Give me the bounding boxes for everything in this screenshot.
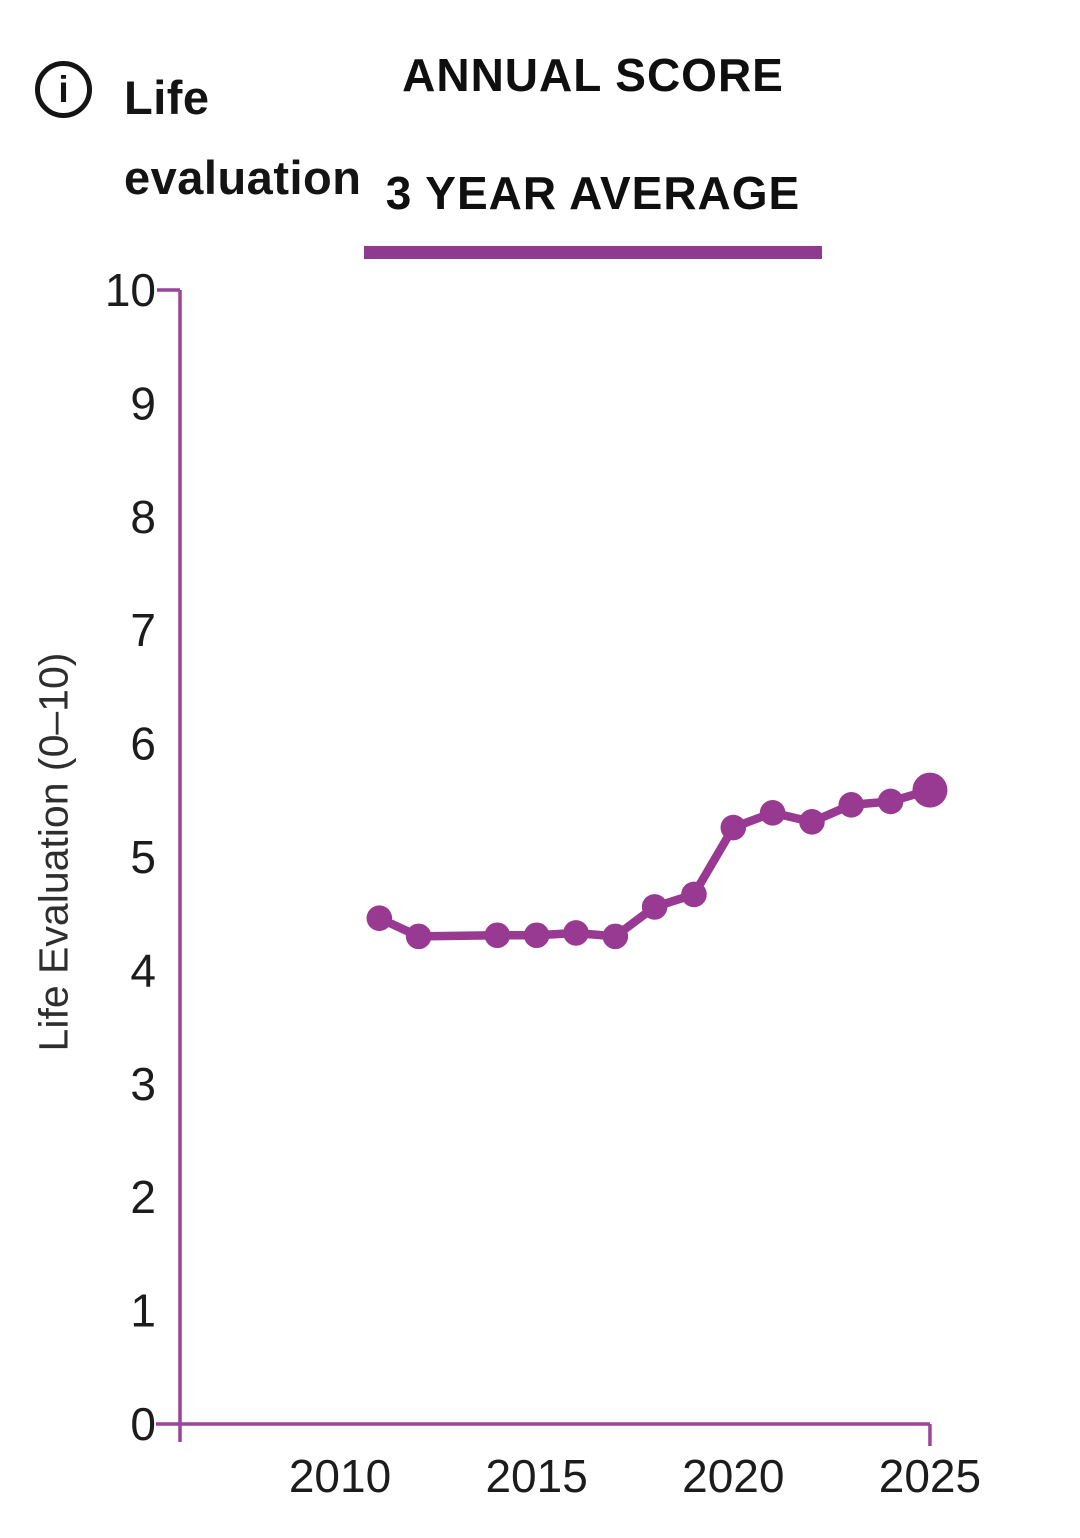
selected-tab-underline: [364, 246, 822, 259]
score-type-tabs: ANNUAL SCORE 3 YEAR AVERAGE: [348, 0, 838, 280]
y-tick-label-6: 6: [130, 718, 156, 770]
y-tick-label-8: 8: [130, 491, 156, 543]
y-tick-label-7: 7: [130, 604, 156, 656]
y-tick-label-10: 10: [105, 264, 156, 316]
data-point-2016[interactable]: [563, 920, 589, 946]
x-tick-label-2025: 2025: [879, 1450, 981, 1502]
data-point-2019[interactable]: [681, 881, 707, 908]
data-point-2021[interactable]: [759, 799, 786, 826]
y-tick-label-9: 9: [130, 377, 156, 429]
data-point-2024[interactable]: [877, 788, 904, 815]
y-tick-label-2: 2: [130, 1171, 156, 1223]
data-point-2011[interactable]: [366, 905, 393, 932]
tab-annual-score[interactable]: ANNUAL SCORE: [348, 48, 838, 102]
x-tick-label-2015: 2015: [485, 1450, 587, 1502]
data-point-2025[interactable]: [912, 772, 948, 808]
tab-3-year-average[interactable]: 3 YEAR AVERAGE: [348, 166, 838, 220]
data-point-2020[interactable]: [720, 814, 747, 841]
y-tick-label-0: 0: [130, 1398, 156, 1450]
data-point-2017[interactable]: [602, 923, 629, 950]
data-point-2012[interactable]: [405, 923, 432, 950]
x-tick-label-2010: 2010: [289, 1450, 391, 1502]
info-icon-glyph: i: [58, 69, 69, 110]
data-point-2023[interactable]: [838, 792, 865, 818]
data-point-2022[interactable]: [799, 809, 825, 835]
info-icon[interactable]: i: [35, 61, 92, 118]
y-tick-label-4: 4: [130, 944, 156, 996]
page-title-line-1: Life: [124, 71, 210, 124]
x-tick-label-2020: 2020: [682, 1450, 784, 1502]
data-point-2018[interactable]: [641, 894, 668, 920]
y-tick-label-3: 3: [130, 1058, 156, 1110]
y-tick-label-5: 5: [130, 831, 156, 883]
page-title-line-2: evaluation: [124, 151, 362, 204]
y-tick-label-1: 1: [130, 1285, 156, 1337]
page-title: Life evaluation: [124, 58, 361, 218]
data-point-2015[interactable]: [523, 922, 550, 949]
data-point-2014[interactable]: [484, 922, 511, 949]
